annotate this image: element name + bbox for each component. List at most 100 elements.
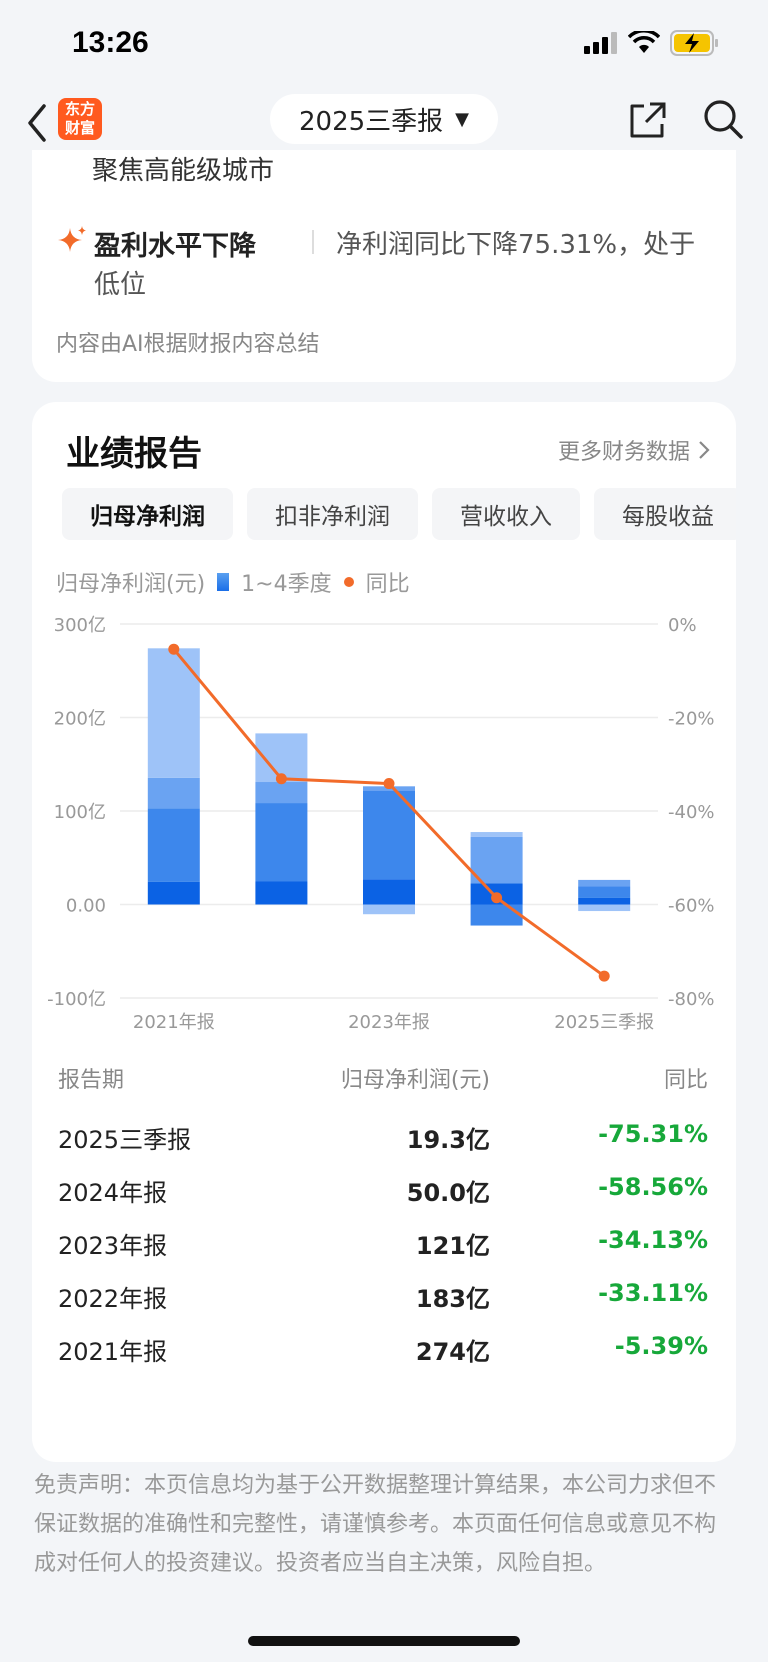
header-net-profit: 归母净利润(元) (340, 1068, 490, 1093)
y-left-tick-label: -100亿 (47, 989, 106, 1010)
status-icons (584, 30, 720, 56)
row-period: 2022年报 (58, 1285, 168, 1313)
legend-metric-label: 归母净利润(元) (56, 572, 206, 597)
legend-bar-swatch (217, 573, 230, 591)
yoy-point (491, 892, 503, 904)
tab-eps[interactable]: 每股收益 (594, 488, 736, 540)
bar-segment (147, 808, 200, 882)
row-yoy: -75.31% (598, 1120, 708, 1148)
period-label: 2025三季报 (298, 106, 444, 137)
logo-text-line1: 东方 (64, 100, 95, 118)
yoy-point (275, 773, 287, 785)
bar-segment (470, 832, 523, 837)
performance-report-card: 业绩报告 更多财务数据 归母净利润 扣非净利润 营收收入 每股收益 归母净利润(… (32, 402, 736, 1462)
row-period: 2025三季报 (58, 1126, 192, 1154)
metric-tabs: 归母净利润 扣非净利润 营收收入 每股收益 (62, 488, 736, 540)
bar-segment (255, 782, 308, 804)
share-icon[interactable] (628, 100, 668, 140)
disclaimer: 免责声明：本页信息均为基于公开数据整理计算结果，本公司力求但不保证数据的准确性和… (34, 1473, 717, 1576)
table-row: 2023年报 121亿 -34.13% (58, 1226, 708, 1279)
period-selector[interactable]: 2025三季报 ▼ (270, 94, 498, 144)
y-right-tick-label: -20% (668, 709, 715, 730)
y-left-tick-label: 300亿 (54, 615, 106, 636)
divider (312, 230, 314, 254)
table-row: 2025三季报 19.3亿 -75.31% (58, 1120, 708, 1173)
row-net-profit: 183亿 (415, 1285, 490, 1313)
home-indicator[interactable] (248, 1636, 520, 1646)
logo-text-line2: 财富 (64, 119, 95, 137)
tab-net-profit[interactable]: 归母净利润 (62, 488, 233, 540)
sparkle-icon (58, 226, 86, 252)
bar-segment (363, 904, 415, 915)
status-bar: 13:26 (0, 0, 768, 88)
row-net-profit: 274亿 (415, 1338, 490, 1366)
bar-segment (147, 777, 200, 809)
legend-line-label: 同比 (365, 572, 410, 597)
row-period: 2024年报 (58, 1179, 168, 1207)
table-row: 2024年报 50.0亿 -58.56% (58, 1173, 708, 1226)
y-left-tick-label: 0.00 (66, 896, 106, 917)
x-tick-label: 2025三季报 (554, 1012, 654, 1033)
tab-deducted-net-profit[interactable]: 扣非净利润 (247, 488, 418, 540)
summary-top-line: 聚焦高能级城市 (92, 156, 275, 186)
bar-segment (470, 904, 523, 926)
bar-segment (147, 648, 200, 778)
bar-segment (363, 879, 415, 905)
caret-down-icon: ▼ (455, 108, 469, 130)
y-right-tick-label: -60% (668, 896, 715, 917)
table-header: 报告期 归母净利润(元) 同比 (58, 1062, 708, 1120)
row-yoy: -34.13% (598, 1226, 708, 1254)
back-icon[interactable] (20, 98, 60, 148)
y-left-tick-label: 200亿 (54, 709, 106, 730)
profit-table: 报告期 归母净利润(元) 同比 2025三季报 19.3亿 -75.31% 20… (58, 1062, 708, 1385)
row-period: 2021年报 (58, 1338, 168, 1366)
bar-segment (470, 836, 523, 884)
section-title: 业绩报告 (66, 434, 202, 474)
legend-line-dot (343, 577, 354, 587)
status-time: 13:26 (72, 26, 149, 59)
table-row: 2021年报 274亿 -5.39% (58, 1332, 708, 1385)
y-right-tick-label: -80% (668, 989, 715, 1010)
bar-segment (255, 803, 308, 882)
chevron-right-icon (699, 441, 710, 459)
ai-note: 内容由AI根据财报内容总结 (56, 332, 320, 357)
x-tick-label: 2021年报 (133, 1012, 215, 1033)
bar-segment (578, 886, 631, 898)
bar-segment (363, 790, 415, 880)
row-yoy: -58.56% (598, 1173, 708, 1201)
bar-segment (255, 881, 308, 905)
bar-segment (578, 897, 631, 905)
bar-segment (578, 879, 631, 887)
battery-charging-icon (670, 30, 718, 56)
y-right-tick-label: 0% (668, 615, 697, 636)
highlight-desc-line1: 净利润同比下降75.31%，处于 (336, 230, 696, 260)
bar-segment (578, 904, 631, 912)
profit-chart: 300亿 0% 200亿 -20% 100亿 -40% 0.00 -60% -100亿 -80% 2… (47, 615, 715, 1033)
app-logo[interactable]: 东方 财富 (58, 98, 102, 140)
ai-summary-card: 聚焦高能级城市 盈利水平下降 净利润同比下降75.31%，处于 低位 内容由AI… (32, 150, 736, 382)
more-link-label: 更多财务数据 (557, 440, 690, 465)
search-icon[interactable] (702, 98, 744, 140)
row-net-profit: 50.0亿 (406, 1179, 490, 1207)
bar-segment (147, 881, 200, 905)
row-net-profit: 19.3亿 (406, 1126, 490, 1154)
wifi-icon (628, 31, 660, 53)
highlight-desc-line2: 低位 (94, 270, 147, 300)
more-financial-data-link[interactable]: 更多财务数据 (558, 434, 710, 466)
row-yoy: -33.11% (598, 1279, 708, 1307)
highlight-title: 盈利水平下降 (94, 231, 256, 262)
signal-icon (584, 32, 617, 54)
yoy-point (168, 643, 180, 655)
header-period: 报告期 (58, 1068, 125, 1093)
row-net-profit: 121亿 (415, 1232, 490, 1260)
y-left-tick-label: 100亿 (54, 802, 106, 823)
table-row: 2022年报 183亿 -33.11% (58, 1279, 708, 1332)
row-period: 2023年报 (58, 1232, 168, 1260)
yoy-point (383, 778, 395, 790)
legend-bar-label: 1~4季度 (241, 572, 332, 597)
row-yoy: -5.39% (614, 1332, 708, 1360)
x-tick-label: 2023年报 (348, 1012, 430, 1033)
tab-revenue[interactable]: 营收收入 (432, 488, 580, 540)
header-yoy: 同比 (663, 1068, 708, 1093)
y-right-tick-label: -40% (668, 802, 715, 823)
